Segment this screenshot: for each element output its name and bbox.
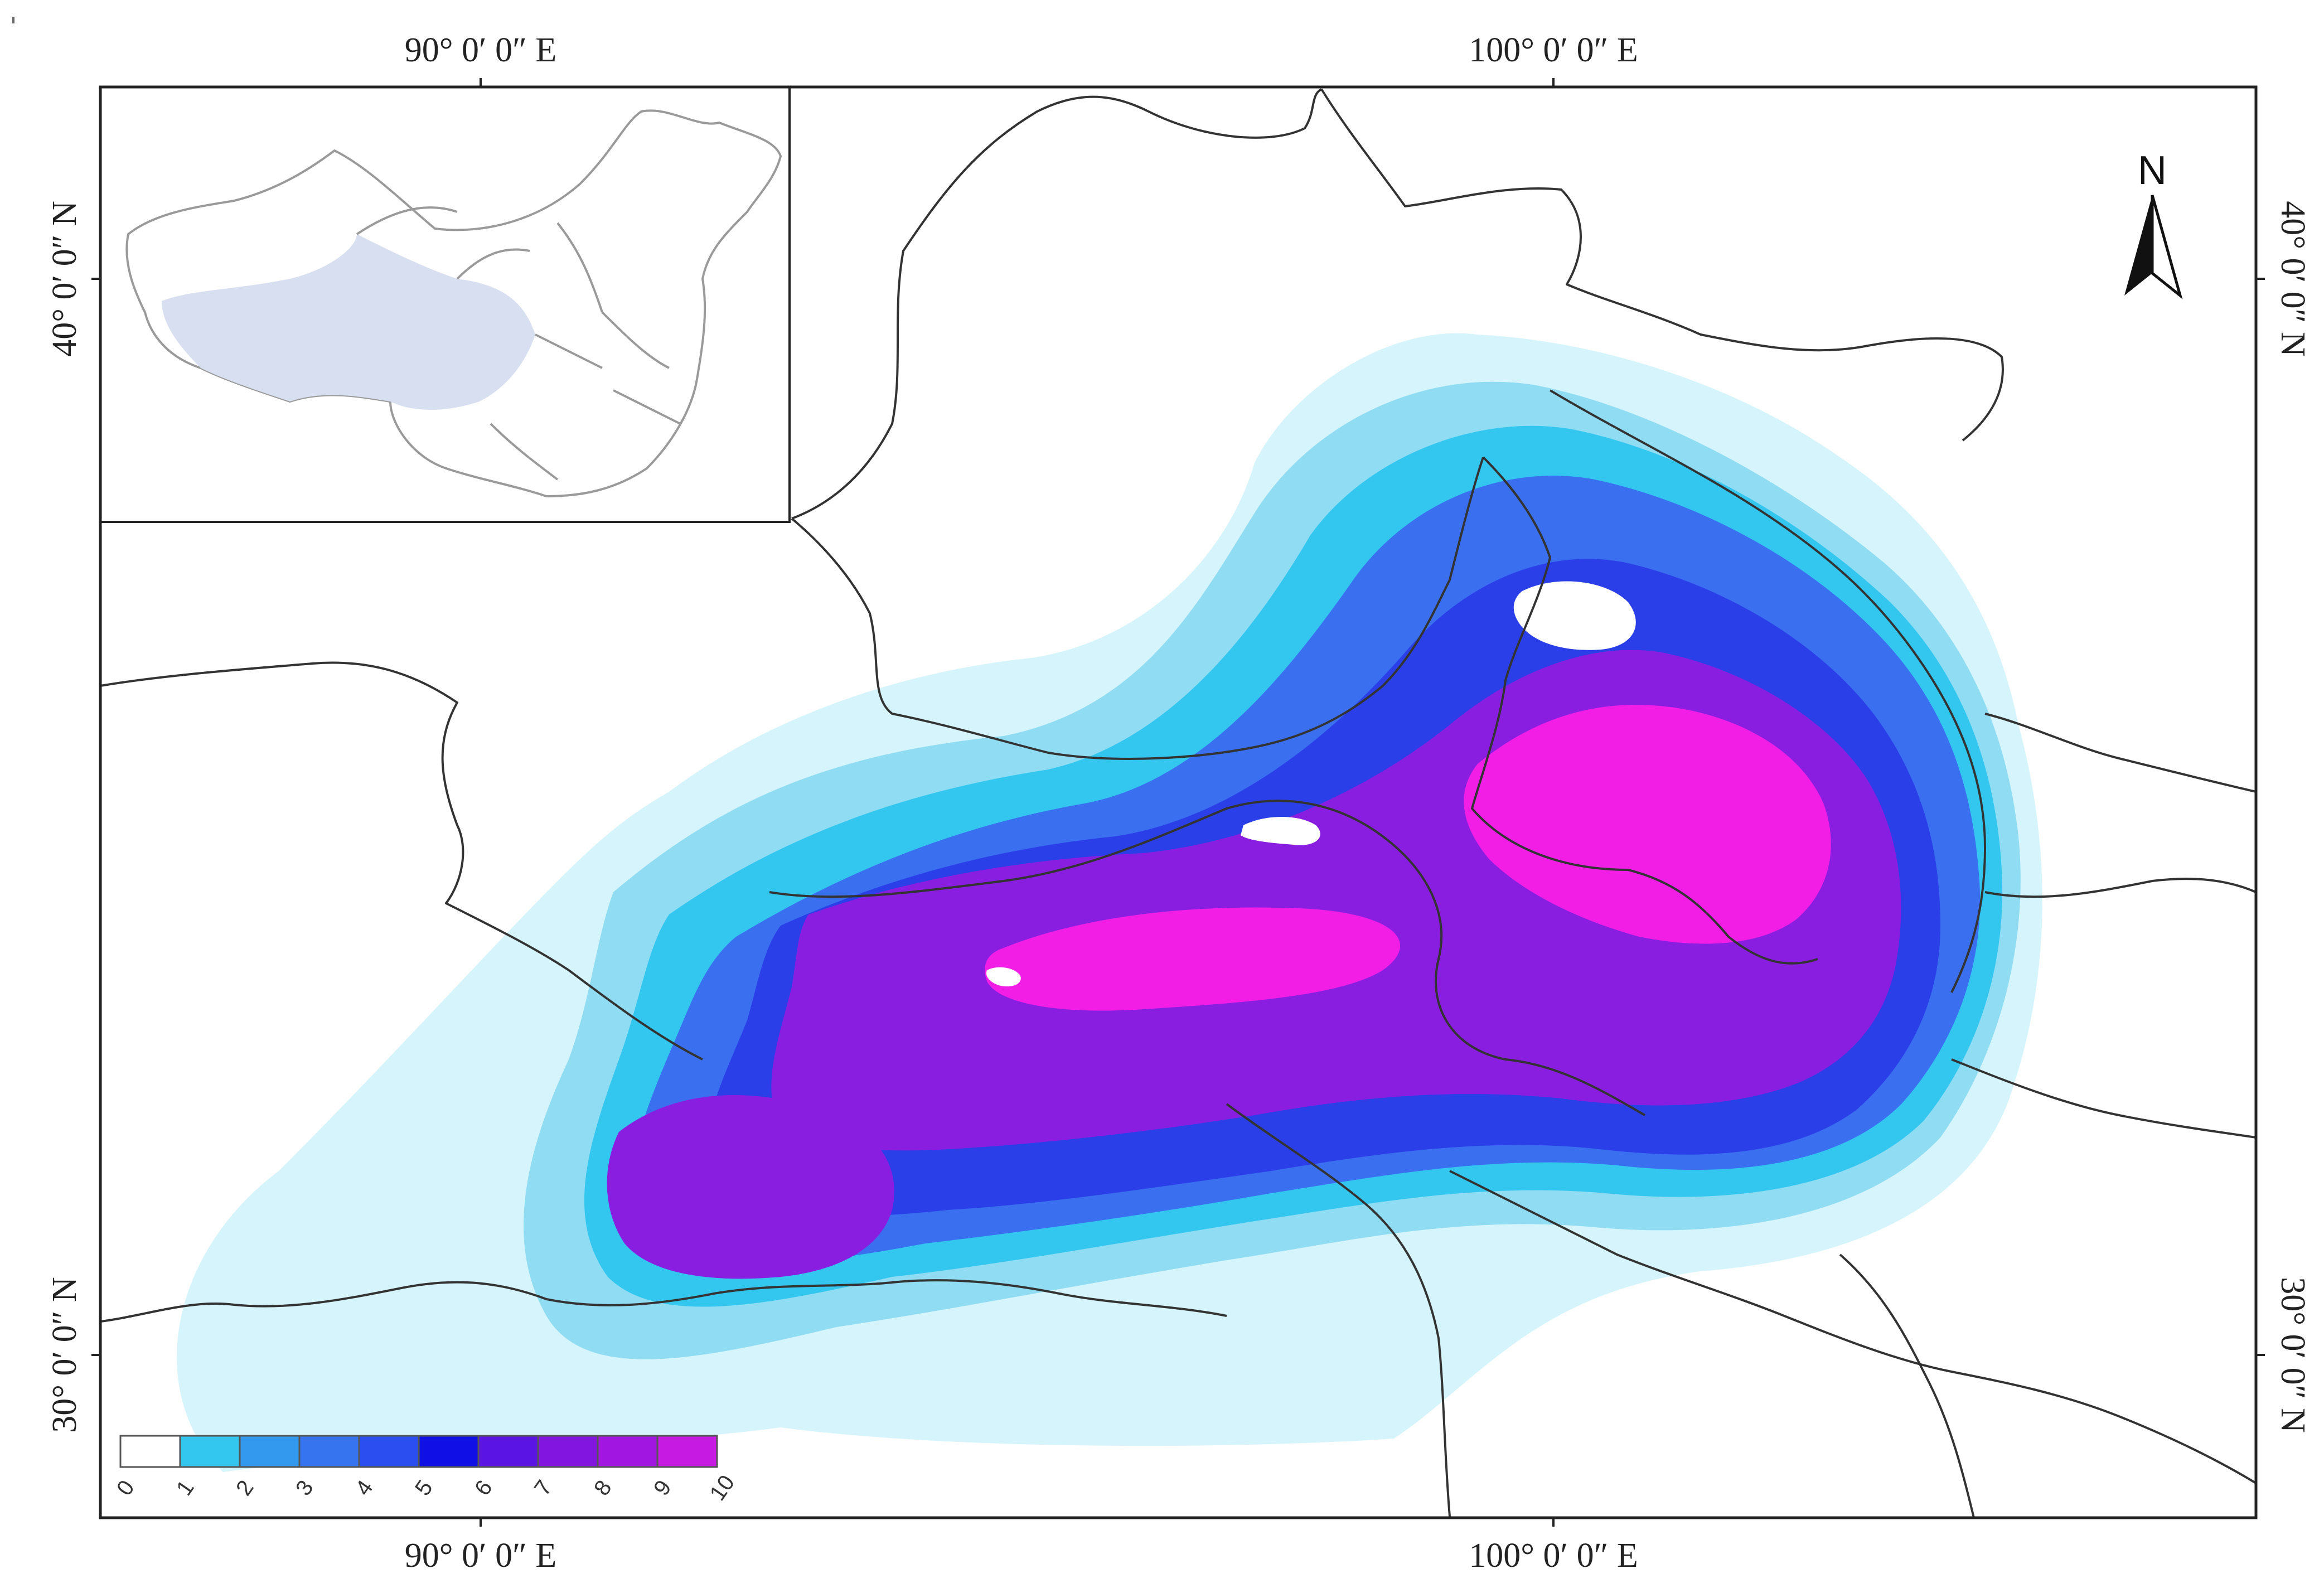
right-lat-label-30: 30° 0′ 0″ N <box>2274 1277 2312 1432</box>
white-patch-west <box>986 967 1021 987</box>
legend-swatch <box>597 1435 659 1468</box>
northern-border <box>791 88 1323 520</box>
map-frame-border <box>99 85 2258 1519</box>
class-9-streaks <box>985 907 1401 1011</box>
corner-mark <box>12 17 14 23</box>
coordinate-labels: 90° 0′ 0″ E 100° 0′ 0″ E 90° 0′ 0″ E 100… <box>46 31 2312 1575</box>
graticule-ticks <box>91 78 2265 1527</box>
north-arrow-icon-right <box>2151 195 2183 299</box>
legend-swatch <box>537 1435 599 1468</box>
class-10-core <box>1464 705 1831 944</box>
western-border <box>100 661 703 1061</box>
legend-swatch <box>477 1435 539 1468</box>
inset-china-outline <box>125 109 782 497</box>
north-arrow-letter: N <box>2138 148 2167 193</box>
inset-map <box>99 86 791 523</box>
southern-border <box>100 1279 1227 1323</box>
white-patch-central <box>1241 817 1320 845</box>
qinghai-gansu-border <box>1471 456 1818 965</box>
north-arrow: N <box>2124 148 2183 299</box>
inset-internal-borders <box>356 206 681 481</box>
xinjiang-gansu-border <box>791 457 1484 760</box>
top-lon-label-100: 100° 0′ 0″ E <box>1469 31 1638 69</box>
legend-swatch <box>179 1435 241 1468</box>
bottom-lon-label-90: 90° 0′ 0″ E <box>405 1537 557 1575</box>
tibet-qinghai-border <box>769 800 1645 1116</box>
legend-swatch <box>358 1435 420 1468</box>
legend-swatch <box>298 1435 360 1468</box>
boundary-lines <box>100 88 2257 1518</box>
legend-color-bar <box>119 1435 718 1468</box>
legend-swatch <box>418 1435 480 1468</box>
legend-swatch <box>656 1435 718 1468</box>
inset-highlight-region <box>162 234 535 410</box>
left-lat-label-30: 30° 0′ 0″ N <box>46 1277 84 1432</box>
legend-swatch <box>239 1435 301 1468</box>
left-lat-label-40: 40° 0′ 0″ N <box>46 201 84 356</box>
sichuan-border <box>1226 1103 1451 1517</box>
eastern-province-borders <box>1839 713 2257 1518</box>
top-lon-label-90: 90° 0′ 0″ E <box>405 31 557 69</box>
right-lat-label-40: 40° 0′ 0″ N <box>2274 201 2312 356</box>
raster-layer <box>177 333 2042 1472</box>
class-8-area-southwest <box>607 1095 894 1279</box>
bottom-lon-label-100: 100° 0′ 0″ E <box>1469 1537 1638 1575</box>
qinghai-lake-patch <box>1513 581 1636 650</box>
legend-swatch <box>119 1435 181 1468</box>
mongolia-border <box>1320 88 2004 442</box>
gansu-east-border <box>1549 389 1986 993</box>
north-arrow-icon <box>2124 195 2152 296</box>
southeast-borders <box>1449 1170 2257 1484</box>
